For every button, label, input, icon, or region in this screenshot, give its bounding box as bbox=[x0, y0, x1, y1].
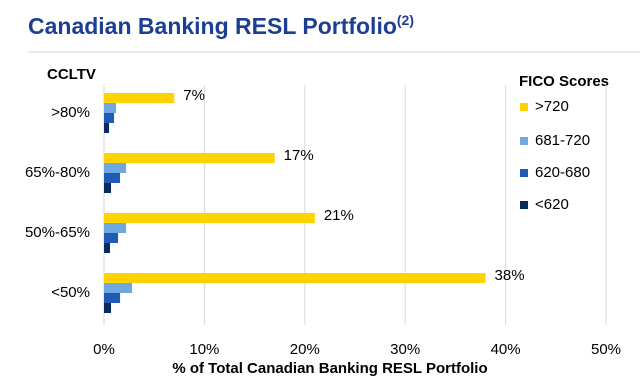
bar bbox=[104, 163, 127, 173]
bar bbox=[104, 273, 486, 283]
legend-title: FICO Scores bbox=[519, 73, 609, 90]
bar bbox=[104, 113, 115, 123]
x-tick-label: 40% bbox=[491, 341, 521, 358]
y-tick-label: >80% bbox=[51, 104, 90, 121]
x-axis-title: % of Total Canadian Banking RESL Portfol… bbox=[172, 360, 487, 377]
title-text: Canadian Banking RESL Portfolio bbox=[28, 13, 397, 39]
bar bbox=[104, 213, 315, 223]
data-label: 38% bbox=[495, 267, 525, 284]
bar bbox=[104, 233, 119, 243]
y-axis-title: CCLTV bbox=[47, 66, 96, 83]
bar bbox=[104, 103, 117, 113]
x-tick-label: 30% bbox=[390, 341, 420, 358]
data-label: 21% bbox=[324, 207, 354, 224]
y-tick-label: <50% bbox=[51, 284, 90, 301]
x-tick-label: 10% bbox=[189, 341, 219, 358]
y-tick-label: 50%-65% bbox=[25, 224, 90, 241]
bar bbox=[104, 283, 133, 293]
data-label: 17% bbox=[284, 147, 314, 164]
bar bbox=[104, 293, 121, 303]
legend-swatch bbox=[520, 169, 528, 177]
legend-swatch bbox=[520, 137, 528, 145]
legend-swatch bbox=[520, 201, 528, 209]
bar bbox=[104, 123, 110, 133]
bar bbox=[104, 183, 112, 193]
legend-label: 620-680 bbox=[535, 164, 590, 181]
legend-label: <620 bbox=[535, 196, 569, 213]
bar bbox=[104, 243, 111, 253]
legend-label: >720 bbox=[535, 98, 569, 115]
bar bbox=[104, 223, 127, 233]
x-tick-label: 20% bbox=[290, 341, 320, 358]
legend-label: 681-720 bbox=[535, 132, 590, 149]
x-tick-label: 0% bbox=[93, 341, 115, 358]
y-tick-label: 65%-80% bbox=[25, 164, 90, 181]
title-superscript: (2) bbox=[397, 12, 414, 28]
bar bbox=[104, 303, 112, 313]
data-label: 7% bbox=[183, 87, 205, 104]
bar bbox=[104, 173, 121, 183]
bar bbox=[104, 93, 175, 103]
chart-title: Canadian Banking RESL Portfolio(2) bbox=[28, 12, 414, 39]
x-tick-label: 50% bbox=[591, 341, 621, 358]
bar bbox=[104, 153, 275, 163]
legend-swatch bbox=[520, 103, 528, 111]
